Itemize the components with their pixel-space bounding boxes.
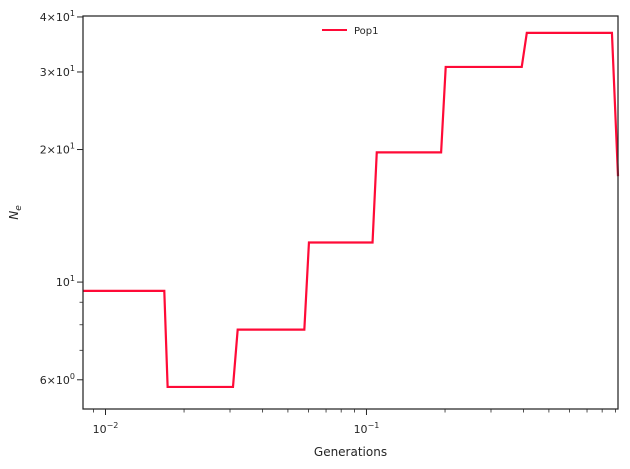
series-line-pop1 [83, 31, 620, 389]
y-tick-label: 6×100 [40, 372, 75, 387]
legend-label-pop1: Pop1 [354, 26, 379, 37]
y-tick-label: 2×101 [40, 142, 75, 157]
x-tick-label: 10−2 [93, 421, 119, 436]
y-axis-label: Ne [7, 205, 24, 220]
x-axis-label: Generations [314, 445, 387, 459]
series-layer [83, 31, 620, 389]
legend: Pop1 [322, 26, 379, 37]
y-tick-label: 101 [56, 274, 75, 289]
y-tick-label: 4×101 [40, 9, 75, 24]
major-ticks [77, 16, 367, 415]
x-tick-label: 10−1 [354, 421, 380, 436]
plot-frame [82, 15, 619, 410]
tick-labels: 10−2 10−1 6×100 101 2×101 3×101 4×101 [40, 9, 380, 436]
y-tick-label: 3×101 [40, 64, 75, 79]
minor-ticks [79, 301, 616, 413]
